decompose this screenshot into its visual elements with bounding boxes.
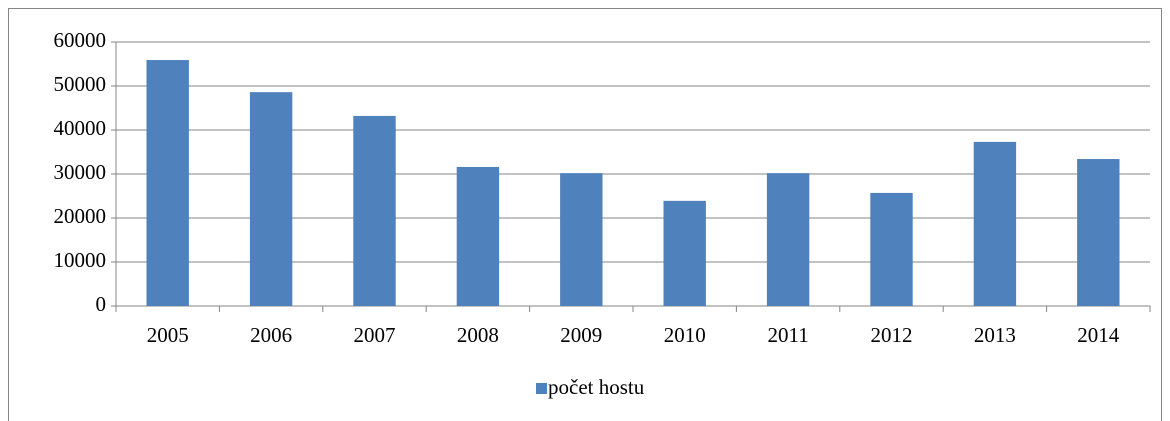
x-tick-label: 2007 [354, 323, 396, 347]
x-tick-label: 2014 [1077, 323, 1120, 347]
bar [249, 92, 293, 306]
bar [353, 115, 396, 306]
x-tick-label: 2008 [457, 323, 499, 347]
x-tick-label: 2010 [664, 323, 706, 347]
x-tick-label: 2009 [560, 323, 602, 347]
x-tick-label: 2013 [974, 323, 1016, 347]
bar [456, 166, 500, 306]
bar [663, 200, 706, 306]
legend-label: počet hostu [548, 375, 645, 399]
chart-border [8, 8, 1162, 421]
x-tick-label: 2005 [147, 323, 189, 347]
bar [870, 192, 913, 306]
bar [146, 60, 189, 306]
legend-swatch [536, 383, 547, 394]
y-tick-label: 0 [96, 292, 107, 316]
x-tick-label: 2011 [767, 323, 808, 347]
y-tick-label: 60000 [54, 28, 107, 52]
bar [1077, 159, 1120, 306]
x-tick-label: 2012 [871, 323, 913, 347]
y-tick-label: 20000 [54, 204, 107, 228]
y-tick-label: 30000 [54, 160, 107, 184]
x-tick-label: 2006 [250, 323, 292, 347]
bar [766, 173, 810, 306]
y-tick-label: 10000 [54, 248, 107, 272]
bar [560, 173, 603, 306]
y-tick-label: 40000 [54, 116, 107, 140]
y-tick-label: 50000 [54, 72, 107, 96]
bar [973, 141, 1017, 306]
